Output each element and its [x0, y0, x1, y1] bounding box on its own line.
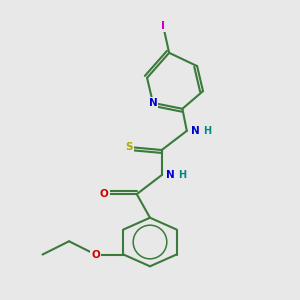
Text: N: N	[191, 126, 200, 136]
Text: H: H	[178, 170, 186, 180]
Text: O: O	[100, 189, 109, 199]
Text: N: N	[148, 98, 157, 108]
Text: S: S	[126, 142, 133, 152]
Text: I: I	[161, 21, 165, 31]
Text: O: O	[91, 250, 100, 260]
Text: H: H	[203, 126, 211, 136]
Text: N: N	[166, 170, 175, 180]
